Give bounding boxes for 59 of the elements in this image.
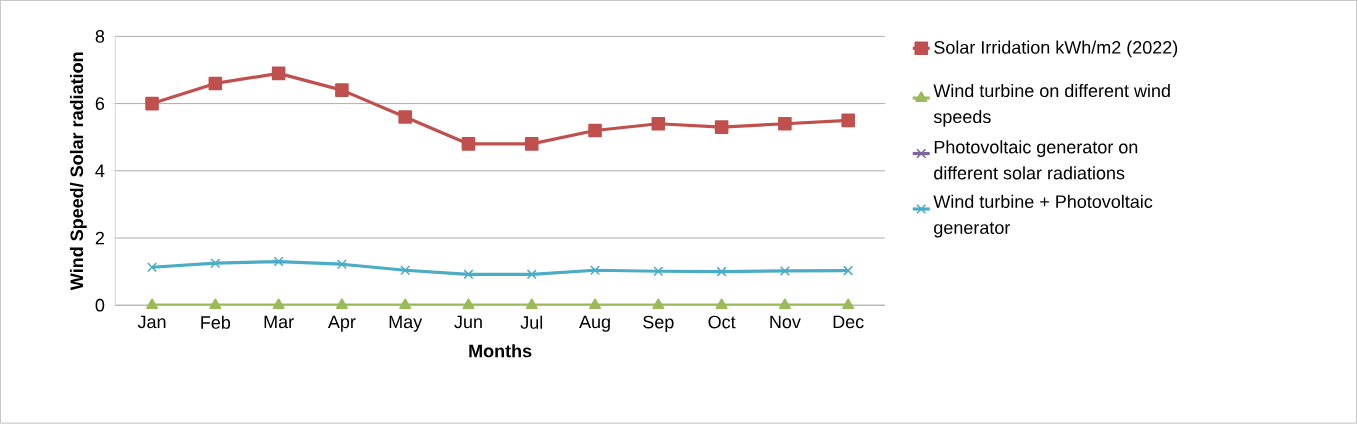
point: [843, 265, 854, 276]
y-axis-title: Wind Speed/ Solar radiation: [69, 52, 87, 291]
point: [651, 117, 666, 131]
x-tick-label: Jul: [520, 315, 543, 330]
legend-label: Solar Irridation kWh/m2 (2022): [934, 40, 1178, 58]
x-axis-title: Months: [469, 344, 532, 358]
x-tick-label: Apr: [327, 315, 356, 332]
point: [842, 298, 855, 310]
legend-label: Wind turbine + Photovoltaic generator: [933, 195, 1153, 238]
y-tick-label: 8: [95, 30, 105, 43]
x-tick-label: Mar: [264, 315, 294, 329]
point: [463, 269, 474, 280]
x-tick-label: Oct: [708, 315, 736, 329]
x-tick-label: Dec: [833, 315, 864, 329]
point: [146, 298, 159, 310]
point: [335, 83, 349, 98]
point: [210, 258, 221, 269]
point: [714, 120, 729, 135]
point: [336, 259, 347, 270]
point: [778, 117, 792, 131]
point: [273, 256, 284, 267]
point: [209, 298, 222, 310]
point: [335, 298, 348, 310]
point: [461, 137, 476, 151]
point: [524, 137, 539, 151]
point: [653, 266, 664, 277]
point: [147, 262, 158, 273]
y-tick-label: 0: [95, 299, 105, 312]
point: [399, 298, 412, 310]
x-tick-label: May: [389, 315, 423, 332]
y-tick-label: 2: [95, 231, 104, 245]
point: [526, 269, 537, 280]
point: [779, 266, 790, 277]
point: [271, 66, 286, 81]
point: [590, 265, 601, 276]
y-tick-label: 4: [95, 164, 105, 178]
legend-label: Photovoltaic generator on different solar radiations: [934, 140, 1138, 180]
point: [589, 298, 602, 310]
x-tick-label: Aug: [579, 315, 610, 332]
point: [525, 298, 538, 310]
x-tick-label: Feb: [201, 315, 231, 330]
point: [462, 298, 475, 310]
point: [778, 298, 791, 310]
x-tick-label: Sep: [643, 315, 674, 333]
point: [145, 97, 159, 111]
x-tick-label: Nov: [770, 315, 801, 329]
legend-label: Wind turbine on different wind speeds: [933, 84, 1170, 127]
point: [715, 298, 728, 310]
point: [400, 265, 411, 276]
point: [398, 110, 412, 125]
point: [716, 266, 727, 277]
point: [652, 298, 665, 310]
point: [841, 113, 855, 128]
x-tick-label: Jan: [137, 315, 166, 329]
y-tick-label: 6: [95, 97, 105, 111]
point: [588, 123, 602, 138]
x-tick-label: Jun: [454, 315, 482, 329]
point: [208, 76, 223, 91]
point: [272, 298, 285, 310]
